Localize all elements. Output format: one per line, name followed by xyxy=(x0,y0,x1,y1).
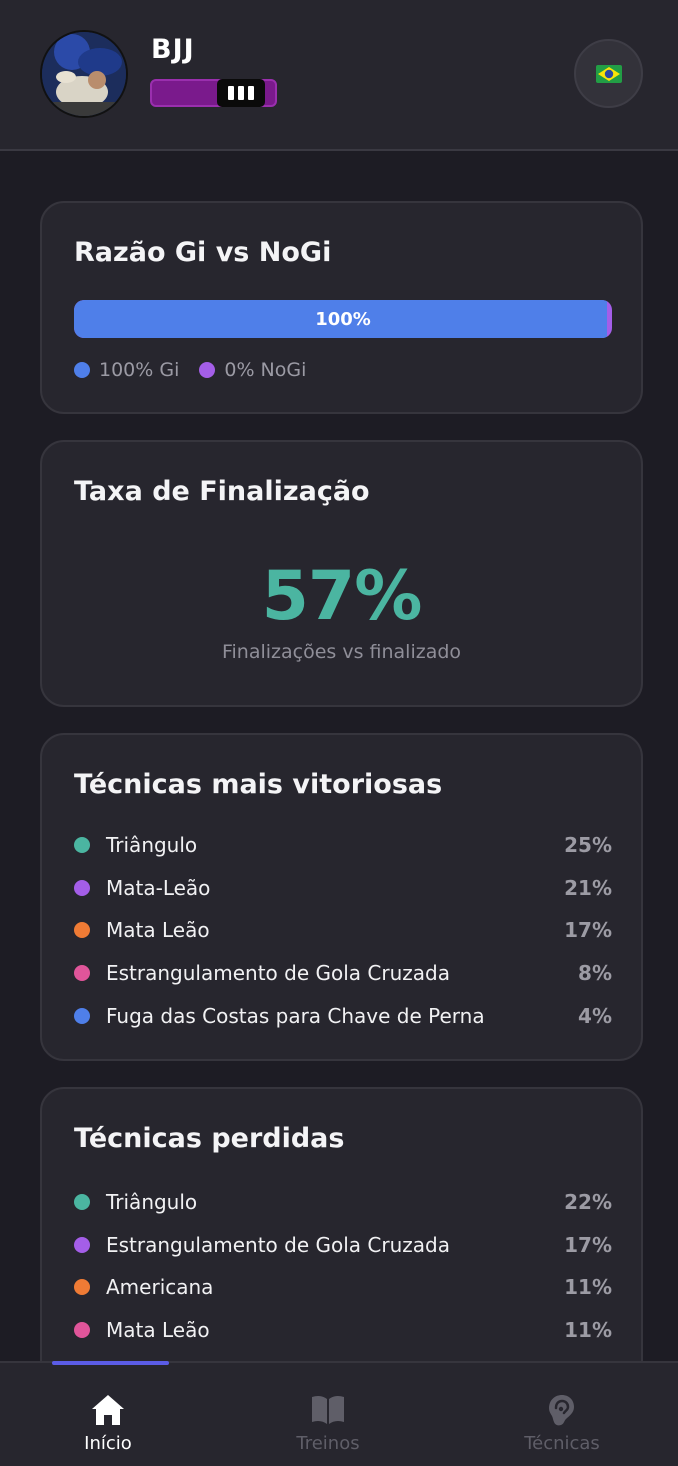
technique-percent: 11% xyxy=(564,1275,612,1300)
list-item[interactable]: Mata Leão 11% xyxy=(74,1309,612,1352)
list-item[interactable]: Estrangulamento de Gola Cruzada 8% xyxy=(74,952,612,995)
gi-ratio-label: 100% xyxy=(315,308,371,330)
avatar[interactable] xyxy=(40,30,128,118)
home-icon xyxy=(92,1395,124,1425)
technique-percent: 22% xyxy=(564,1190,612,1215)
legend-item-gi: 100% Gi xyxy=(74,359,179,381)
nav-active-indicator xyxy=(52,1361,169,1365)
gi-ratio-title: Razão Gi vs NoGi xyxy=(74,237,332,268)
nav-label-home: Início xyxy=(84,1433,132,1454)
technique-name: Americana xyxy=(106,1275,214,1300)
brazil-flag-icon xyxy=(595,64,622,83)
technique-dot xyxy=(74,965,90,982)
technique-dot xyxy=(74,922,90,939)
ear-icon xyxy=(549,1395,574,1426)
list-item[interactable]: Mata-Leão 21% xyxy=(74,867,612,910)
finish-rate-value: 57% xyxy=(261,557,423,636)
technique-dot xyxy=(74,1279,90,1296)
list-item[interactable]: Triângulo 22% xyxy=(74,1181,612,1224)
list-item[interactable]: Triângulo 25% xyxy=(74,824,612,867)
technique-name: Mata-Leão xyxy=(106,875,211,900)
technique-name: Fuga das Costas para Chave de Perna xyxy=(106,1003,485,1028)
technique-name: Mata Leão xyxy=(106,918,210,943)
nav-item-home[interactable]: Início xyxy=(28,1393,188,1454)
gi-ratio-fill xyxy=(74,300,607,338)
technique-percent: 11% xyxy=(564,1318,612,1343)
legend-label-gi: 100% Gi xyxy=(99,359,180,381)
technique-name: Triângulo xyxy=(106,1190,198,1215)
legend-label-nogi: 0% NoGi xyxy=(224,359,307,381)
nav-item-techniques[interactable]: Técnicas xyxy=(482,1393,642,1454)
belt-degree-bar xyxy=(217,79,265,107)
technique-percent: 8% xyxy=(578,961,612,986)
finish-rate-caption: Finalizações vs finalizado xyxy=(221,641,462,663)
technique-percent: 4% xyxy=(578,1003,612,1028)
language-button[interactable] xyxy=(574,39,643,108)
avatar-photo xyxy=(42,32,126,116)
technique-dot xyxy=(74,1194,90,1211)
technique-name: Mata Leão xyxy=(106,1318,210,1343)
legend-item-nogi: 0% NoGi xyxy=(199,359,306,381)
technique-percent: 25% xyxy=(564,833,612,858)
nav-label-trainings: Treinos xyxy=(296,1433,360,1454)
belt-degree-stripe xyxy=(238,86,244,100)
winning-techniques-list: Triângulo 25% Mata-Leão 21% Mata Leão 17… xyxy=(74,824,612,1037)
technique-dot xyxy=(74,1236,90,1253)
lost-techniques-title: Técnicas perdidas xyxy=(74,1123,345,1154)
technique-dot xyxy=(74,837,90,854)
technique-dot xyxy=(74,1007,90,1024)
nav-label-techniques: Técnicas xyxy=(524,1433,600,1454)
lost-techniques-card: Técnicas perdidas Triângulo 22% Estrangu… xyxy=(40,1087,643,1407)
belt-degree-stripe xyxy=(228,86,234,100)
winning-techniques-title: Técnicas mais vitoriosas xyxy=(74,769,443,800)
technique-dot xyxy=(74,879,90,896)
book-icon xyxy=(312,1395,344,1424)
technique-dot xyxy=(74,1322,90,1339)
gi-ratio-card: Razão Gi vs NoGi 100% 100% Gi 0% NoGi xyxy=(40,201,643,414)
technique-percent: 17% xyxy=(564,1232,612,1257)
belt-rank xyxy=(150,79,277,107)
technique-name: Triângulo xyxy=(106,833,198,858)
list-item[interactable]: Estrangulamento de Gola Cruzada 17% xyxy=(74,1224,612,1267)
header: BJJ xyxy=(0,0,678,151)
legend-dot-nogi xyxy=(199,362,216,378)
gi-ratio-bar: 100% xyxy=(74,300,612,338)
belt-degree-stripe xyxy=(248,86,254,100)
finish-rate-title: Taxa de Finalização xyxy=(74,476,370,507)
list-item[interactable]: Mata Leão 17% xyxy=(74,909,612,952)
nav-item-trainings[interactable]: Treinos xyxy=(248,1393,408,1454)
bottom-nav: Início Treinos Técnicas xyxy=(0,1361,678,1466)
technique-name: Estrangulamento de Gola Cruzada xyxy=(106,961,450,986)
user-name: BJJ xyxy=(151,34,195,65)
technique-name: Estrangulamento de Gola Cruzada xyxy=(106,1232,450,1257)
legend-dot-gi xyxy=(74,362,90,378)
list-item[interactable]: Fuga das Costas para Chave de Perna 4% xyxy=(74,994,612,1037)
finish-rate-card: Taxa de Finalização 57% Finalizações vs … xyxy=(40,440,643,707)
list-item[interactable]: Americana 11% xyxy=(74,1266,612,1309)
technique-percent: 21% xyxy=(564,875,612,900)
gi-ratio-legend: 100% Gi 0% NoGi xyxy=(74,359,306,381)
technique-percent: 17% xyxy=(564,918,612,943)
winning-techniques-card: Técnicas mais vitoriosas Triângulo 25% M… xyxy=(40,733,643,1061)
lost-techniques-list: Triângulo 22% Estrangulamento de Gola Cr… xyxy=(74,1181,612,1351)
